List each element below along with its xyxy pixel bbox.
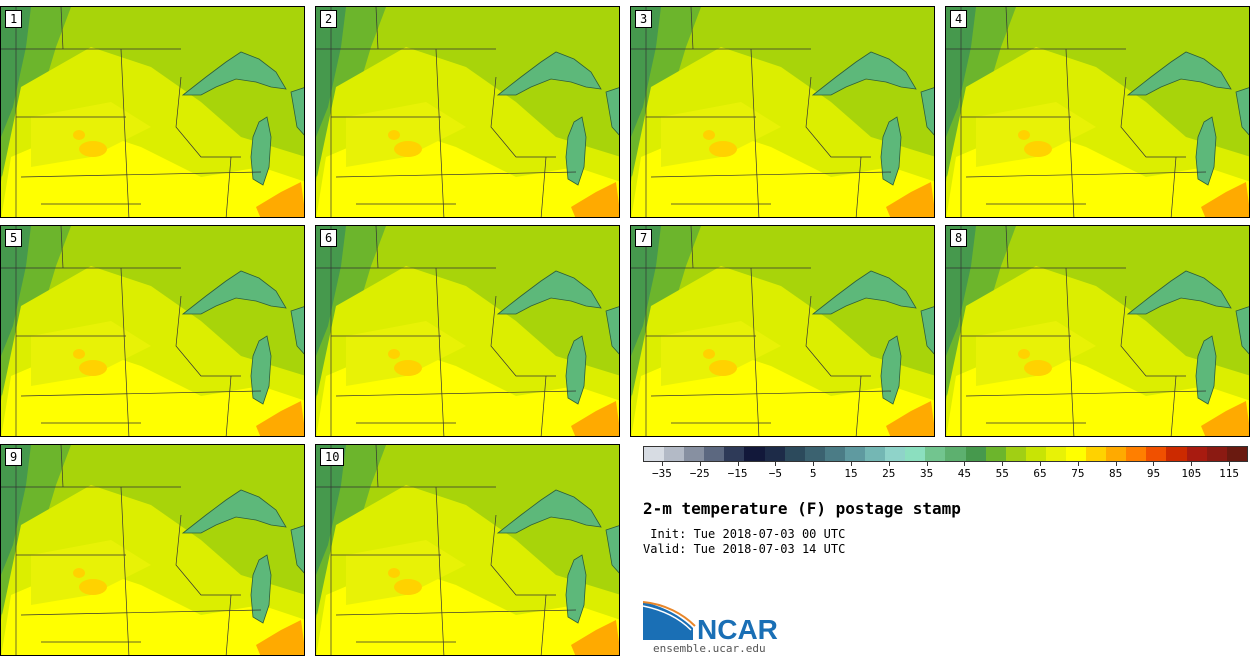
member-number-label: 5: [5, 229, 23, 247]
ensemble-member-map-8: 8: [945, 225, 1250, 437]
colorbar-tick: [1153, 462, 1155, 466]
colorbar-segment: [865, 447, 886, 461]
ncar-logo-text: NCAR: [697, 614, 778, 645]
ensemble-member-map-10: 10: [315, 444, 620, 656]
colorbar-tick: [1077, 462, 1079, 466]
member-number-label: 6: [320, 229, 338, 247]
member-number-label: 2: [320, 10, 338, 28]
colorbar-tick-label: 15: [844, 467, 858, 480]
member-number-label: 7: [635, 229, 653, 247]
colorbar-segment: [945, 447, 966, 461]
colorbar-segment: [824, 447, 845, 461]
colorbar-tick-label: 65: [1033, 467, 1047, 480]
colorbar-segment: [664, 447, 685, 461]
valid-time: Valid: Tue 2018-07-03 14 UTC: [643, 542, 846, 556]
colorbar-segment: [1186, 447, 1207, 461]
colorbar-segment: [744, 447, 765, 461]
colorbar-segment: [1126, 447, 1147, 461]
ensemble-member-map-3: 3: [630, 6, 935, 218]
colorbar-tick-label: −15: [727, 467, 748, 480]
colorbar-segment: [905, 447, 926, 461]
colorbar-segment: [1106, 447, 1127, 461]
ensemble-member-map-2: 2: [315, 6, 620, 218]
colorbar-segment: [985, 447, 1006, 461]
member-number-label: 4: [950, 10, 968, 28]
colorbar-tick-label: 85: [1109, 467, 1123, 480]
colorbar-segment: [1005, 447, 1026, 461]
ensemble-member-map-9: 9: [0, 444, 305, 656]
colorbar-segment: [925, 447, 946, 461]
ensemble-member-map-4: 4: [945, 6, 1250, 218]
colorbar-segment: [784, 447, 805, 461]
colorbar-segment: [1206, 447, 1227, 461]
colorbar-tick-label: 25: [882, 467, 896, 480]
colorbar-tick: [926, 462, 928, 466]
colorbar-segment: [764, 447, 785, 461]
colorbar-tick-label: −35: [651, 467, 672, 480]
colorbar-tick: [813, 462, 815, 466]
colorbar-tick-label: −25: [689, 467, 710, 480]
colorbar-segment: [844, 447, 866, 461]
colorbar-tick: [1229, 462, 1231, 466]
colorbar-tick: [850, 462, 852, 466]
colorbar-tick: [888, 462, 890, 466]
colorbar-segment: [885, 447, 906, 461]
member-number-label: 10: [320, 448, 345, 466]
colorbar-tick: [1002, 462, 1004, 466]
colorbar-ticks: −35 −25 −15 −5 5 15 25 35 45 55 65 75 85 95 105 115: [643, 462, 1248, 482]
colorbar-segment: [1146, 447, 1167, 461]
colorbar-tick-label: 95: [1146, 467, 1161, 480]
colorbar-tick-label: 75: [1071, 467, 1085, 480]
colorbar-tick-label: 55: [995, 467, 1009, 480]
colorbar-tick: [1191, 462, 1193, 466]
colorbar-segment: [1065, 447, 1087, 461]
colorbar-tick: [737, 462, 739, 466]
colorbar-segment: [1025, 447, 1046, 461]
member-number-label: 3: [635, 10, 653, 28]
colorbar-segment: [1086, 447, 1107, 461]
colorbar-segment: [704, 447, 725, 461]
member-number-label: 1: [5, 10, 23, 28]
colorbar-segment: [684, 447, 705, 461]
colorbar-tick: [699, 462, 701, 466]
colorbar-tick: [1040, 462, 1042, 466]
init-time: Init: Tue 2018-07-03 00 UTC: [643, 527, 846, 541]
ensemble-member-map-7: 7: [630, 225, 935, 437]
colorbar-tick-label: −5: [768, 467, 782, 480]
member-number-label: 8: [950, 229, 968, 247]
colorbar-segment: [965, 447, 986, 461]
ensemble-member-map-6: 6: [315, 225, 620, 437]
plot-title: 2-m temperature (F) postage stamp: [643, 499, 961, 518]
colorbar-tick-label: 35: [919, 467, 934, 480]
temperature-colorbar: [643, 446, 1248, 462]
colorbar-segment: [644, 447, 665, 461]
colorbar-tick: [964, 462, 966, 466]
colorbar-segment: [724, 447, 745, 461]
ensemble-member-map-1: 1: [0, 6, 305, 218]
ncar-logo-swoosh-icon: [643, 602, 693, 640]
colorbar-tick-label: 105: [1181, 467, 1202, 480]
ensemble-member-map-5: 5: [0, 225, 305, 437]
site-url: ensemble.ucar.edu: [653, 642, 766, 655]
member-number-label: 9: [5, 448, 23, 466]
colorbar-segment: [1226, 447, 1247, 461]
colorbar-tick: [661, 462, 663, 466]
colorbar-tick-label: 115: [1219, 467, 1240, 480]
colorbar-tick: [775, 462, 777, 466]
colorbar-segment: [804, 447, 825, 461]
colorbar-tick-label: 45: [957, 467, 972, 480]
colorbar-tick: [1115, 462, 1117, 466]
colorbar-tick-label: 5: [809, 467, 817, 480]
ncar-logo: NCAR: [643, 601, 778, 645]
colorbar-segment: [1045, 447, 1066, 461]
colorbar-segment: [1166, 447, 1187, 461]
